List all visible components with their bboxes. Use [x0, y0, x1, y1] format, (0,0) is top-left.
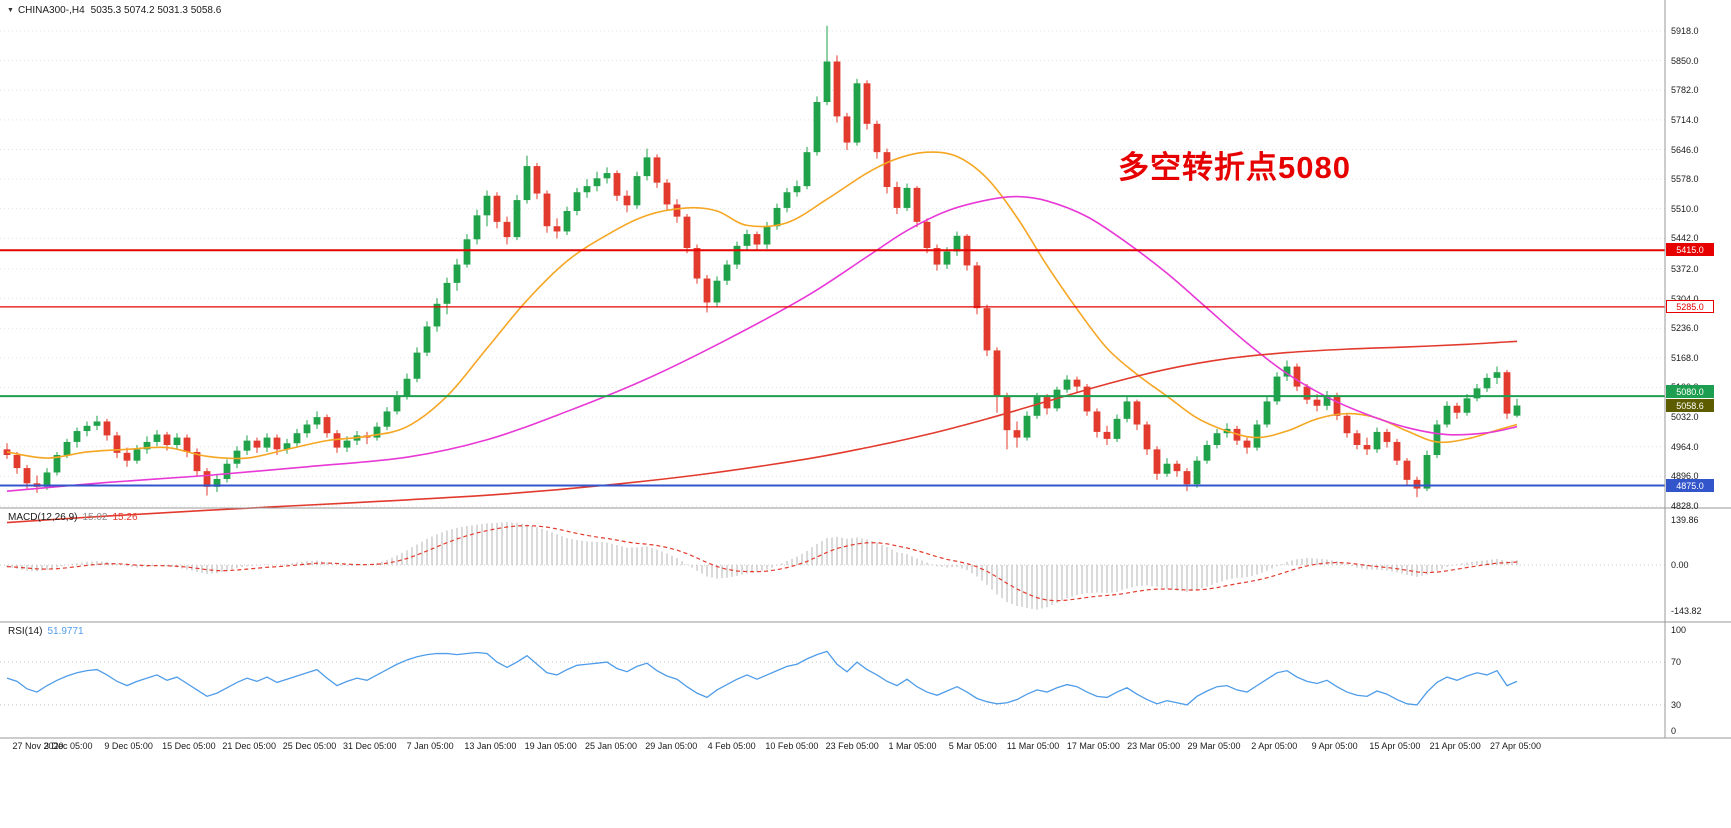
- price-tick-label: 5510.0: [1671, 203, 1699, 214]
- symbol-timeframe-label: CHINA300-,H4: [17, 5, 85, 16]
- price-tick-label: 4964.0: [1671, 441, 1699, 452]
- price-tick-label: 5372.0: [1671, 263, 1699, 274]
- price-tick-label: 5168.0: [1671, 352, 1699, 363]
- macd-signal-line: [6, 525, 1518, 602]
- time-tick-label: 17 Mar 05:00: [1066, 741, 1120, 751]
- rsi-tick-label: 70: [1671, 657, 1682, 668]
- macd-axis[interactable]: 139.86 0.00 -143.82: [1665, 0, 1731, 738]
- rsi-axis[interactable]: 100 70 30 0: [1665, 0, 1731, 738]
- time-tick-label: 27 Apr 05:00: [1489, 741, 1542, 751]
- rsi-value: 51.9771: [47, 626, 84, 637]
- time-tick-label: 21 Apr 05:00: [1429, 741, 1481, 751]
- time-tick-label: 15 Apr 05:00: [1369, 741, 1421, 751]
- price-badges: 5415.0 5285.0 5080.0 5058.6 4875.0: [1665, 0, 1731, 738]
- rsi-panel-graphics: [0, 650, 1665, 706]
- moving-averages: [6, 151, 1518, 524]
- macd-tick-label: 139.86: [1671, 515, 1699, 526]
- time-tick-label: 9 Apr 05:00: [1311, 741, 1358, 751]
- price-axis[interactable]: 5918.0 5850.0 5782.0 5714.0 5646.0 5578.0 5510…: [1665, 0, 1731, 738]
- price-tick-label: 5850.0: [1671, 55, 1699, 66]
- price-tick-label: 4896.0: [1671, 471, 1699, 482]
- time-tick-label: 4 Feb 05:00: [707, 741, 756, 751]
- price-tick-label: 5442.0: [1671, 233, 1699, 244]
- price-badge: 5080.0: [1666, 385, 1714, 399]
- macd-tick-label: -143.82: [1671, 606, 1702, 617]
- macd-panel-graphics: [0, 522, 1665, 610]
- price-tick-label: 5918.0: [1671, 26, 1699, 36]
- panel-borders: [0, 0, 1731, 739]
- time-axis[interactable]: 27 Nov 2020 3 Dec 05:00 9 Dec 05:00 15 Dec …: [0, 738, 1731, 760]
- medium-ma: [6, 195, 1518, 492]
- time-tick-label: 25 Dec 05:00: [282, 741, 337, 751]
- rsi-tick-label: 30: [1671, 699, 1682, 710]
- macd-title: MACD(12,26,9): [8, 512, 78, 523]
- price-badge: 5058.6: [1666, 398, 1714, 412]
- rsi-title: RSI(14): [8, 626, 43, 637]
- price-tick-label: 5782.0: [1671, 85, 1699, 96]
- time-tick-label: 29 Mar 05:00: [1187, 741, 1241, 751]
- price-tick-label: 4828.0: [1671, 501, 1699, 511]
- price-tick-label: 5304.0: [1671, 293, 1699, 304]
- time-tick-label: 23 Feb 05:00: [825, 741, 879, 751]
- time-tick-label: 25 Jan 05:00: [584, 741, 638, 751]
- rsi-tick-label: 0: [1671, 726, 1677, 736]
- time-tick-label: 27 Nov 2020: [12, 741, 64, 751]
- price-badge: 5285.0: [1666, 299, 1714, 313]
- rsi-line: [6, 650, 1518, 706]
- ohlc-values: 5035.3 5074.2 5031.3 5058.6: [90, 5, 222, 16]
- candlesticks: [3, 25, 1521, 498]
- time-tick-label: 29 Jan 05:00: [645, 741, 698, 751]
- time-tick-label: 3 Dec 05:00: [44, 741, 93, 751]
- price-tick-label: 5714.0: [1671, 114, 1699, 125]
- price-tick-label: 5236.0: [1671, 323, 1699, 334]
- price-gridlines: [0, 30, 1665, 507]
- fast-ma: [6, 151, 1518, 460]
- time-tick-label: 9 Dec 05:00: [104, 741, 153, 751]
- rsi-tick-label: 100: [1671, 625, 1687, 635]
- time-tick-label: 21 Dec 05:00: [222, 741, 276, 751]
- macd-main-value: 15.02: [82, 512, 108, 523]
- price-tick-label: 5646.0: [1671, 144, 1699, 155]
- macd-signal-value: 15.26: [112, 512, 138, 523]
- time-tick-label: 13 Jan 05:00: [464, 741, 517, 751]
- slow-ma: [6, 340, 1518, 524]
- time-tick-label: 11 Mar 05:00: [1006, 741, 1060, 751]
- symbol-info: ▼ CHINA300-,H4 5035.3 5074.2 5031.3 5058.6: [7, 5, 221, 16]
- time-tick-label: 23 Mar 05:00: [1127, 741, 1181, 751]
- collapse-arrow-icon[interactable]: ▼: [7, 7, 14, 14]
- price-badge: 4875.0: [1666, 478, 1714, 492]
- time-tick-label: 7 Jan 05:00: [406, 741, 454, 751]
- time-tick-label: 31 Dec 05:00: [343, 741, 397, 751]
- price-tick-label: 5578.0: [1671, 174, 1699, 185]
- horizontal-level-lines: [0, 249, 1665, 487]
- price-tick-label: 5032.0: [1671, 412, 1699, 423]
- price-badge: 5415.0: [1666, 243, 1714, 257]
- time-tick-label: 2 Apr 05:00: [1251, 741, 1298, 751]
- time-tick-label: 1 Mar 05:00: [888, 741, 937, 751]
- time-tick-label: 10 Feb 05:00: [765, 741, 819, 751]
- macd-indicator-label: MACD(12,26,9) 15.02 15.26: [8, 512, 138, 523]
- time-tick-label: 19 Jan 05:00: [524, 741, 577, 751]
- rsi-indicator-label: RSI(14) 51.9771: [8, 626, 84, 637]
- time-tick-label: 5 Mar 05:00: [948, 741, 997, 751]
- time-tick-label: 15 Dec 05:00: [162, 741, 216, 751]
- annotation-text[interactable]: 多空转折点5080: [1118, 150, 1351, 185]
- macd-tick-label: 0.00: [1671, 560, 1689, 570]
